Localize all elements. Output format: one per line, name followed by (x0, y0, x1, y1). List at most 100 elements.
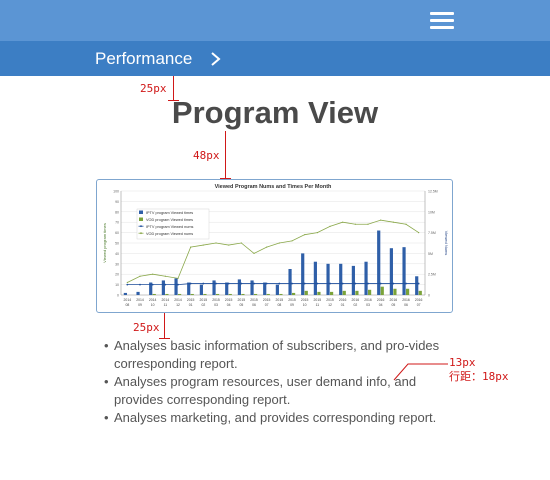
series-line (127, 283, 419, 285)
bar (339, 263, 343, 295)
x-tick-label: 07 (265, 303, 269, 307)
x-tick-label: 01 (189, 303, 193, 307)
data-point (177, 283, 179, 286)
data-point (354, 223, 356, 225)
legend-label: VOD program Viewed times (146, 218, 193, 222)
legend-label: VOD program Viewed nums (146, 232, 193, 236)
data-point (152, 273, 154, 275)
y-tick-label: 50 (115, 242, 119, 246)
data-point (240, 282, 243, 285)
x-tick-label: 2015 (263, 298, 271, 302)
data-point (367, 223, 369, 225)
bar (275, 284, 279, 295)
x-tick-label: 09 (138, 303, 142, 307)
y-tick-label: 0 (117, 294, 119, 298)
bar (123, 292, 127, 295)
bar (190, 293, 194, 295)
annotation-gap-title: 48px (193, 149, 220, 162)
x-tick-label: 2015 (250, 298, 258, 302)
data-point (126, 283, 129, 286)
bar (254, 293, 258, 295)
data-point (367, 282, 369, 285)
data-point (215, 242, 217, 244)
bar (165, 293, 169, 295)
data-point (392, 221, 394, 223)
feature-list: Analyses basic information of subscriber… (104, 337, 444, 427)
chart-title: Viewed Program Nums and Times Per Month (215, 184, 332, 190)
data-point (190, 246, 192, 248)
x-tick-label: 03 (366, 303, 370, 307)
chart-container: Viewed Program Nums and Times Per Month 0… (96, 179, 453, 313)
legend-label: IPTV program Viewed nums (146, 225, 194, 229)
bar (355, 290, 359, 295)
bar (266, 293, 270, 295)
annotation-gap-top: 25px (140, 82, 167, 95)
bar (330, 291, 334, 295)
data-point (228, 244, 230, 246)
annotation-line (173, 76, 174, 101)
x-tick-label: 10 (151, 303, 155, 307)
data-point (418, 232, 420, 234)
y-tick-label: 60 (115, 231, 119, 235)
data-point (354, 282, 357, 285)
x-tick-label: 05 (239, 303, 243, 307)
data-point (253, 282, 255, 285)
bar (342, 290, 346, 295)
data-point (304, 234, 306, 236)
bar (152, 293, 156, 295)
x-tick-label: 2014 (124, 298, 132, 302)
y2-tick-label: 10M (428, 210, 435, 214)
x-tick-label: 12 (328, 303, 332, 307)
x-tick-label: 2014 (174, 298, 182, 302)
data-point (341, 282, 344, 285)
data-point (417, 282, 420, 285)
bar (326, 263, 330, 295)
x-tick-label: 09 (290, 303, 294, 307)
data-point (202, 244, 204, 246)
x-tick-label: 06 (252, 303, 256, 307)
data-point (215, 282, 217, 285)
hamburger-menu-icon[interactable] (428, 10, 456, 32)
bar (389, 248, 393, 295)
data-point (316, 232, 318, 234)
data-point (291, 240, 293, 242)
bar (301, 253, 305, 295)
y2-tick-label: 12.5M (428, 190, 438, 194)
bar (225, 282, 229, 295)
bar (351, 265, 355, 295)
x-tick-label: 12 (176, 303, 180, 307)
data-point (164, 275, 166, 277)
data-point (139, 283, 141, 286)
x-tick-label: 2015 (225, 298, 233, 302)
data-point (202, 282, 205, 285)
bar (304, 290, 308, 295)
breadcrumb-label[interactable]: Performance (95, 49, 193, 68)
y2-axis-label: Viewed Nums (444, 231, 449, 256)
x-tick-label: 05 (391, 303, 395, 307)
y2-tick-label: 0 (428, 294, 430, 298)
x-tick-label: 02 (201, 303, 205, 307)
x-tick-label: 08 (125, 303, 129, 307)
data-point (303, 282, 306, 285)
x-tick-label: 11 (316, 303, 320, 307)
x-tick-label: 2015 (288, 298, 296, 302)
bar (203, 293, 207, 295)
x-tick-label: 2016 (352, 298, 360, 302)
y-tick-label: 80 (115, 210, 119, 214)
annotation-line (168, 100, 179, 101)
data-point (177, 277, 179, 279)
chevron-right-icon[interactable] (209, 51, 223, 67)
x-tick-label: 2016 (377, 298, 385, 302)
bar (364, 261, 368, 295)
bar (250, 280, 254, 295)
x-tick-label: 2015 (238, 298, 246, 302)
bar (228, 293, 232, 295)
breadcrumb-bar: Performance (0, 41, 550, 76)
y-tick-label: 90 (115, 200, 119, 204)
annotation-line-height: 行距：18px (449, 370, 509, 383)
x-tick-label: 2015 (326, 298, 334, 302)
legend-box (136, 208, 210, 240)
data-point (227, 282, 230, 285)
annotation-line (164, 313, 165, 339)
y-tick-label: 30 (115, 262, 119, 266)
